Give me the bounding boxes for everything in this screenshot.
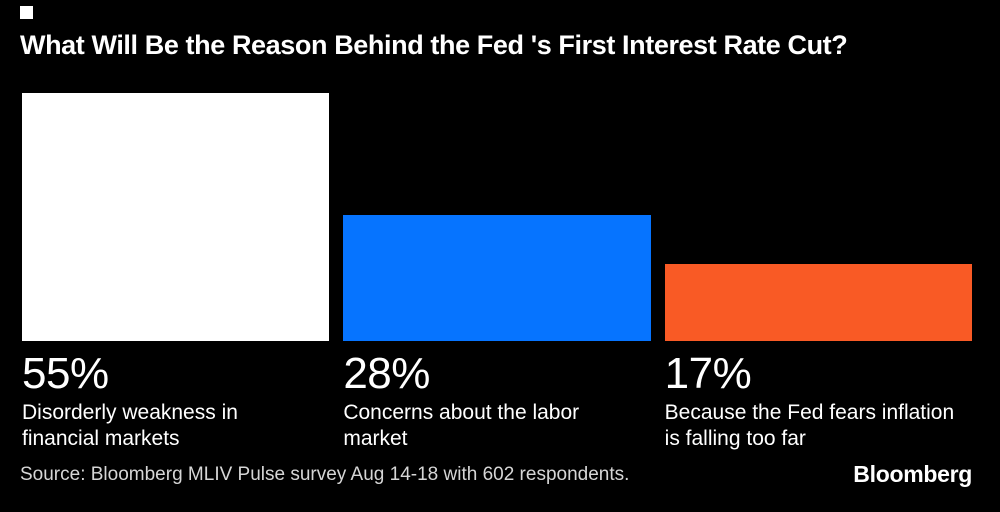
value-label: 17% [664, 349, 752, 398]
chart-footer: Source: Bloomberg MLIV Pulse survey Aug … [20, 461, 972, 488]
bar-area [343, 93, 651, 341]
value-label: 55% [22, 349, 109, 398]
category-label-line: Because the Fed fears inflation [664, 401, 955, 424]
category-label: Disorderly weakness in financial markets [22, 400, 329, 452]
bar-inflation [664, 264, 972, 341]
source-note: Source: Bloomberg MLIV Pulse survey Aug … [20, 463, 630, 485]
bloomberg-square-marker [20, 6, 33, 19]
bar-area [22, 93, 330, 341]
category-label: Because the Fed fears inflation is falli… [665, 400, 972, 452]
bloomberg-logo: Bloomberg [853, 461, 972, 487]
category-label-line: financial markets [22, 427, 180, 450]
category-label-line: is falling too far [664, 427, 806, 450]
category-label: Concerns about the labor market [343, 400, 650, 452]
bar-column-financial-markets: 55% Disorderly weakness in financial mar… [22, 93, 330, 452]
bar-area [664, 93, 972, 341]
category-label-line: market [343, 427, 408, 450]
bar-chart: 55% Disorderly weakness in financial mar… [22, 93, 972, 452]
bar-column-labor-market: 28% Concerns about the labor market [343, 93, 651, 452]
category-label-line: Disorderly weakness in [22, 401, 238, 424]
bar-column-inflation: 17% Because the Fed fears inflation is f… [664, 93, 972, 452]
chart-title: What Will Be the Reason Behind the Fed '… [20, 30, 848, 60]
value-label: 28% [343, 349, 430, 398]
bar-financial-markets [22, 93, 330, 341]
bar-labor-market [343, 215, 651, 341]
category-label-line: Concerns about the labor [343, 401, 580, 424]
